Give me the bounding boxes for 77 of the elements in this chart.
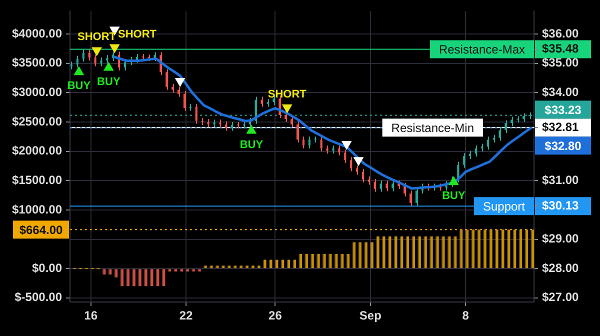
candlestick xyxy=(356,164,358,176)
series-label: SHORT xyxy=(78,31,116,44)
y2-tick-label: $28.00 xyxy=(542,260,580,275)
candlestick xyxy=(392,180,394,192)
y2-tick-label: $36.00 xyxy=(542,26,580,40)
y2-tick-label: $34.00 xyxy=(542,85,580,100)
ref-line-label: $32.80 xyxy=(544,138,582,153)
candlestick xyxy=(308,136,310,149)
candlestick xyxy=(195,103,198,124)
candlestick xyxy=(415,187,418,206)
text: BUY xyxy=(67,80,91,92)
candlestick xyxy=(284,112,287,123)
y2-tick-label: $27.00 xyxy=(542,290,580,304)
y-tick-label: $1500.00 xyxy=(12,172,62,187)
y-tick-label: $3000.00 xyxy=(12,85,62,100)
text: BUY xyxy=(442,190,466,202)
y2-tick-label: $30.13 xyxy=(542,198,580,212)
candlestick xyxy=(474,144,478,158)
candlestick xyxy=(183,90,186,112)
ref-line-label: Resistance-Min xyxy=(391,120,474,135)
candlestick xyxy=(88,49,90,61)
ref-line-label: $33.23 xyxy=(544,102,582,117)
y-tick-label: $0.00 xyxy=(32,260,62,275)
y-tick-label: $4000.00 xyxy=(12,26,62,40)
candlestick xyxy=(516,116,519,124)
y2-tick-label: $29.00 xyxy=(542,232,580,246)
candlestick xyxy=(302,136,305,149)
candlestick xyxy=(486,136,489,150)
candlestick xyxy=(225,120,228,132)
y-tick-label: $2500.00 xyxy=(12,114,62,128)
candlestick xyxy=(94,54,96,67)
x-tick-label: 26 xyxy=(268,308,282,323)
candlestick xyxy=(338,144,340,156)
y-tick-label: $1000.00 xyxy=(12,202,62,216)
point xyxy=(175,78,185,86)
text: BUY xyxy=(97,76,120,88)
y-tick-label: $3500.00 xyxy=(12,56,62,70)
candlestick xyxy=(296,120,299,144)
candlestick xyxy=(380,180,382,192)
candlestick xyxy=(374,178,376,192)
candlestick xyxy=(178,86,180,98)
candlestick xyxy=(504,120,507,134)
y2-tick-label: $35.00 xyxy=(542,56,580,70)
point xyxy=(110,44,120,53)
candlestick xyxy=(498,126,501,142)
candlestick xyxy=(510,116,513,127)
point xyxy=(282,104,292,113)
candlestick xyxy=(76,55,78,68)
ref-line-label: Support xyxy=(482,199,526,214)
candlestick xyxy=(166,68,168,90)
point xyxy=(92,47,102,56)
x-tick-label: 22 xyxy=(179,308,193,323)
y-tick-label: $-500.00 xyxy=(14,290,62,304)
candlestick xyxy=(320,136,322,152)
y2-tick-label: $31.00 xyxy=(542,172,580,187)
candlestick xyxy=(386,180,388,192)
text: SHORT xyxy=(118,28,157,40)
candlestick xyxy=(82,48,84,62)
candlestick xyxy=(463,152,466,168)
text: SHORT xyxy=(268,88,306,100)
x-tick-label: Sep xyxy=(359,308,382,323)
candlestick xyxy=(344,149,346,164)
x-tick-label: 16 xyxy=(84,308,98,323)
ref-line-label: Resistance-Max xyxy=(438,42,525,57)
y2-tick-label: $32.81 xyxy=(542,120,580,134)
candlestick xyxy=(350,156,352,172)
candlestick xyxy=(260,96,263,108)
point xyxy=(342,140,352,150)
candlestick xyxy=(362,168,364,183)
series-label: BUY xyxy=(240,138,264,151)
x-tick-label: 8 xyxy=(462,308,470,323)
point xyxy=(354,157,364,166)
y2-tick-label: $35.48 xyxy=(542,42,580,56)
candlestick xyxy=(290,116,293,128)
candlestick xyxy=(410,190,412,207)
ref-line-label: $664.00 xyxy=(19,222,64,237)
y-tick-label: $2000.00 xyxy=(12,144,62,158)
